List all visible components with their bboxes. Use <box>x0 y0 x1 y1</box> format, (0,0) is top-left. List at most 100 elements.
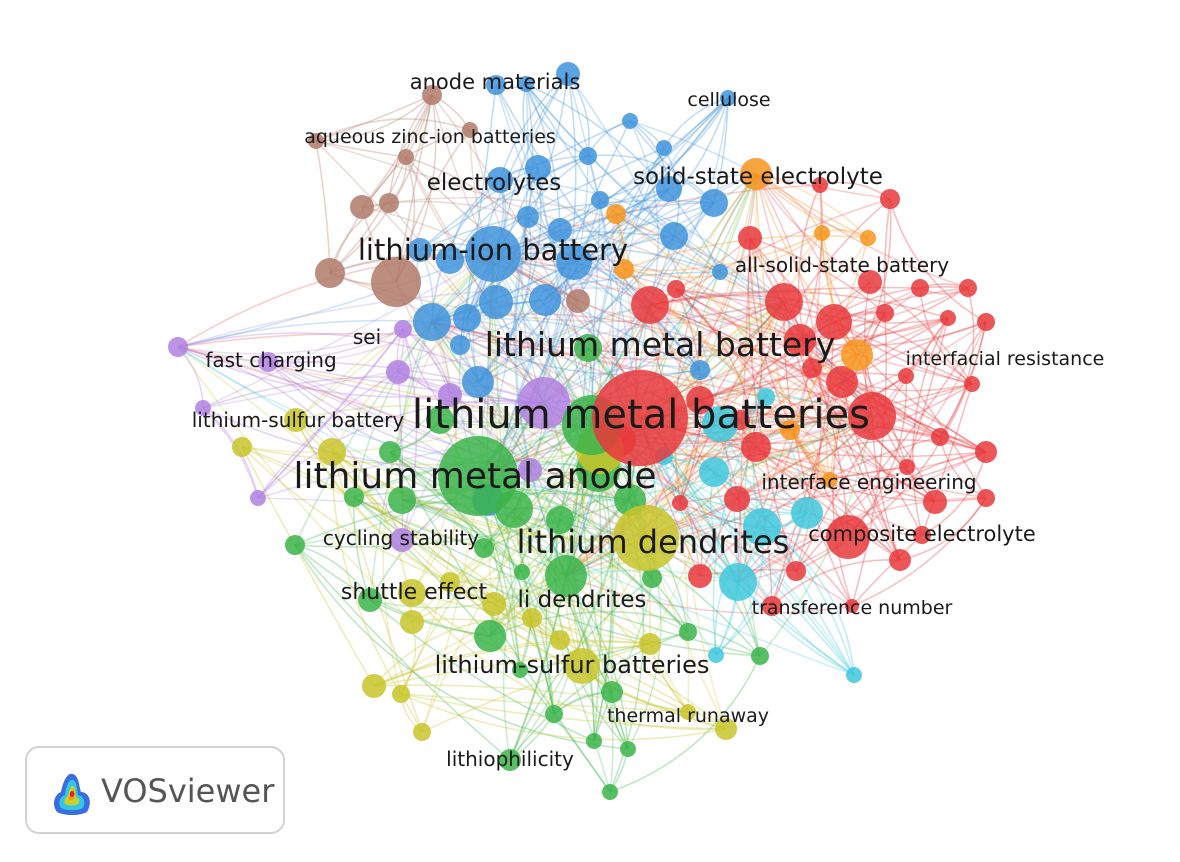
keyword-node-cyan[interactable] <box>743 508 781 546</box>
keyword-node-blue[interactable] <box>450 335 470 355</box>
keyword-node-blue[interactable] <box>656 140 672 156</box>
keyword-node-purple[interactable] <box>438 383 462 407</box>
keyword-node-purple[interactable] <box>394 320 412 338</box>
label-fast-charging[interactable]: fast charging <box>205 348 336 372</box>
label-electrolytes[interactable]: electrolytes <box>427 170 562 196</box>
keyword-node-blue[interactable] <box>556 244 592 280</box>
keyword-node-cyan[interactable] <box>791 497 823 529</box>
label-all-solid-state-battery[interactable]: all-solid-state battery <box>735 253 949 277</box>
keyword-node-red[interactable] <box>738 226 762 250</box>
keyword-node-green[interactable] <box>679 623 697 641</box>
keyword-node-red[interactable] <box>964 376 980 392</box>
keyword-node-yellow[interactable] <box>440 572 460 592</box>
keyword-node-red[interactable] <box>816 304 852 340</box>
keyword-node-yellow[interactable] <box>284 408 308 432</box>
label-lithium-sulfur-battery[interactable]: lithium-sulfur battery <box>192 408 405 432</box>
keyword-node-blue[interactable] <box>408 238 432 262</box>
keyword-node-yellow[interactable] <box>392 685 410 703</box>
keyword-node-brown[interactable] <box>308 133 324 149</box>
keyword-node-red[interactable] <box>686 386 714 414</box>
keyword-node-purple[interactable] <box>386 360 410 384</box>
keyword-node-red[interactable] <box>786 561 806 581</box>
label-lithium-metal-battery[interactable]: lithium metal battery <box>485 325 836 364</box>
keyword-node-green[interactable] <box>474 620 506 652</box>
keyword-node-orange[interactable] <box>606 204 626 224</box>
keyword-node-cyan[interactable] <box>699 457 729 487</box>
keyword-node-blue[interactable] <box>413 303 451 341</box>
keyword-node-red[interactable] <box>898 368 914 384</box>
keyword-node-red[interactable] <box>858 270 882 294</box>
keyword-node-red[interactable] <box>889 549 911 571</box>
keyword-node-red[interactable] <box>899 459 915 475</box>
keyword-node-orange[interactable] <box>740 158 772 190</box>
keyword-node-blue[interactable] <box>487 167 513 193</box>
keyword-node-red[interactable] <box>592 370 688 466</box>
keyword-node-brown[interactable] <box>315 258 345 288</box>
keyword-node-blue[interactable] <box>465 226 521 282</box>
keyword-node-green[interactable] <box>499 749 521 771</box>
keyword-node-brown[interactable] <box>422 85 442 105</box>
keyword-node-orange[interactable] <box>780 420 800 440</box>
keyword-node-green[interactable] <box>474 538 494 558</box>
keyword-node-red[interactable] <box>667 280 685 298</box>
keyword-node-red[interactable] <box>848 392 896 440</box>
keyword-node-red[interactable] <box>802 358 822 378</box>
keyword-node-blue[interactable] <box>700 189 728 217</box>
keyword-node-red[interactable] <box>826 515 870 559</box>
keyword-node-purple[interactable] <box>258 352 278 372</box>
keyword-node-brown[interactable] <box>350 195 374 219</box>
keyword-node-orange[interactable] <box>822 472 838 488</box>
keyword-node-red[interactable] <box>959 279 977 297</box>
keyword-node-red[interactable] <box>940 310 956 326</box>
keyword-node-cyan[interactable] <box>757 388 775 406</box>
keyword-node-red[interactable] <box>631 286 669 324</box>
keyword-node-blue[interactable] <box>656 176 682 202</box>
keyword-node-red[interactable] <box>977 489 995 507</box>
keyword-node-purple[interactable] <box>168 337 188 357</box>
keyword-node-green[interactable] <box>388 486 416 514</box>
keyword-node-brown[interactable] <box>371 257 421 307</box>
keyword-node-orange[interactable] <box>814 225 830 241</box>
label-solid-state-electrolyte[interactable]: solid-state electrolyte <box>633 164 883 190</box>
keyword-node-green[interactable] <box>586 733 602 749</box>
label-aqueous-zinc-ion-batteries[interactable]: aqueous zinc-ion batteries <box>304 126 556 148</box>
keyword-node-yellow[interactable] <box>413 723 431 741</box>
keyword-node-cyan[interactable] <box>708 647 724 663</box>
keyword-node-blue[interactable] <box>525 155 551 181</box>
label-lithium-sulfur-batteries[interactable]: lithium-sulfur batteries <box>435 651 710 679</box>
label-sei[interactable]: sei <box>353 325 381 349</box>
keyword-node-red[interactable] <box>876 304 894 322</box>
keyword-node-orange[interactable] <box>841 339 873 371</box>
keyword-node-blue[interactable] <box>622 113 638 129</box>
keyword-node-blue[interactable] <box>720 90 736 106</box>
keyword-node-cyan[interactable] <box>846 667 862 683</box>
keyword-node-green[interactable] <box>601 681 623 703</box>
keyword-node-red[interactable] <box>826 366 858 398</box>
keyword-node-green[interactable] <box>546 506 574 534</box>
label-interfacial-resistance[interactable]: interfacial resistance <box>906 348 1105 370</box>
keyword-node-purple[interactable] <box>250 490 266 506</box>
keyword-node-red[interactable] <box>765 283 803 321</box>
label-lithiophilicity[interactable]: lithiophilicity <box>446 747 574 771</box>
keyword-node-yellow[interactable] <box>400 610 424 634</box>
keyword-node-yellow[interactable] <box>232 437 252 457</box>
keyword-node-green[interactable] <box>620 741 636 757</box>
keyword-node-green[interactable] <box>751 647 769 665</box>
keyword-node-green[interactable] <box>545 705 563 723</box>
keyword-node-brown[interactable] <box>462 122 478 138</box>
keyword-node-yellow[interactable] <box>639 633 661 655</box>
keyword-node-red[interactable] <box>784 324 816 356</box>
keyword-node-green[interactable] <box>426 406 454 434</box>
keyword-node-purple[interactable] <box>390 528 414 552</box>
keyword-node-red[interactable] <box>724 486 750 512</box>
keyword-node-yellow[interactable] <box>550 630 570 650</box>
keyword-node-yellow[interactable] <box>680 704 696 720</box>
keyword-node-blue[interactable] <box>712 264 728 280</box>
keyword-node-blue[interactable] <box>556 62 580 86</box>
label-li-dendrites[interactable]: li dendrites <box>517 587 646 613</box>
keyword-node-red[interactable] <box>913 526 931 544</box>
keyword-node-blue[interactable] <box>518 76 534 92</box>
keyword-node-cyan[interactable] <box>702 406 738 442</box>
label-cycling-stability[interactable]: cycling stability <box>323 526 479 550</box>
keyword-node-green[interactable] <box>358 588 382 612</box>
